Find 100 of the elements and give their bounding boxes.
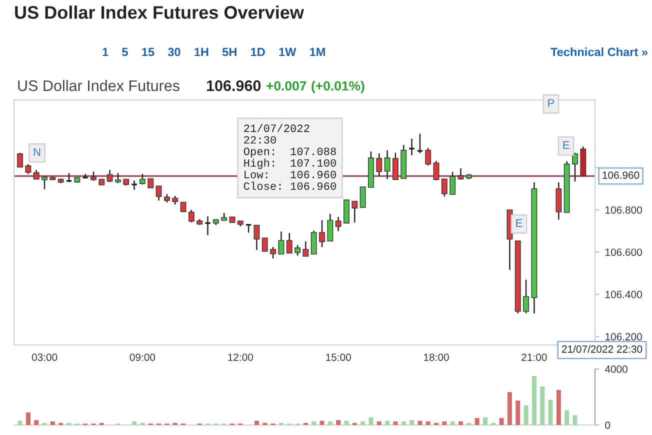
annotation: E (516, 219, 522, 227)
bar (499, 418, 504, 425)
y-tick-label: 106.600 (606, 248, 642, 256)
ref-line-label: 106.960 (602, 171, 640, 179)
y-tick-label: 106.800 (606, 206, 642, 214)
candlestick (278, 230, 284, 255)
candlestick (270, 246, 276, 260)
bar (368, 417, 374, 425)
candlestick (42, 176, 48, 190)
candlestick (408, 138, 416, 156)
text: (+0.01%) (312, 80, 364, 94)
candlestick (556, 182, 562, 220)
bar (312, 422, 316, 425)
candlestick (33, 169, 40, 180)
y-tick-label: 4000 (604, 366, 628, 373)
candlestick (441, 178, 448, 198)
candlestick (376, 152, 382, 177)
bar (18, 420, 22, 425)
bar (376, 422, 382, 425)
candlestick (392, 152, 398, 180)
bar (410, 420, 414, 425)
candlestick (352, 200, 358, 224)
candlestick (180, 202, 186, 212)
bar (254, 420, 259, 425)
candlestick (254, 224, 260, 251)
bar (458, 422, 463, 425)
candlestick (523, 279, 529, 314)
x-tick-label: 18:00 (424, 354, 449, 361)
candlestick (360, 186, 366, 208)
text: Technical Chart » (550, 48, 648, 56)
candlestick (335, 216, 342, 232)
candlestick (344, 199, 350, 224)
bar (360, 422, 366, 425)
bar (344, 420, 349, 425)
candlestick (433, 160, 440, 181)
text: 1 5 15 30 1H 5H 1D 1W 1M (102, 48, 325, 56)
bar (474, 418, 480, 425)
bar (34, 420, 39, 425)
bar (132, 422, 137, 425)
candlestick (106, 169, 113, 183)
candlestick (17, 152, 23, 168)
text: 106.960 (206, 80, 261, 92)
candlestick (286, 232, 292, 254)
annotation: E (563, 141, 570, 149)
bar (450, 422, 455, 425)
bar (442, 422, 447, 425)
candlestick (204, 216, 212, 236)
x-tick-label: 21:00 (522, 354, 547, 361)
bar (482, 417, 488, 425)
bar (426, 422, 430, 425)
candlestick (384, 150, 390, 180)
candlestick (262, 237, 268, 252)
candlestick (130, 180, 138, 190)
bar (328, 422, 332, 425)
bar (418, 420, 422, 425)
bar (401, 422, 406, 425)
chart-title: US Dollar Index Futures Overview (15, 6, 304, 19)
bar (336, 420, 341, 425)
bar (548, 400, 553, 425)
bar (532, 376, 536, 425)
bar (540, 386, 545, 425)
y-tick-label: 106.400 (606, 290, 642, 298)
x-tick-label: 03:00 (32, 354, 58, 361)
bar (393, 422, 398, 425)
bar (556, 390, 561, 425)
candlestick (450, 171, 456, 196)
y-tick-label: 0 (605, 422, 610, 429)
candlestick (572, 152, 578, 182)
bar (564, 410, 570, 425)
annotation: P (548, 99, 554, 107)
bar (50, 422, 55, 425)
candlestick (156, 185, 162, 202)
candlestick (294, 244, 300, 256)
bar (516, 400, 520, 425)
bar (26, 412, 30, 425)
text: 21/07/2022 22:30 (562, 345, 642, 353)
x-tick-label: 15:00 (326, 354, 351, 361)
candlestick (302, 240, 309, 257)
candlestick (310, 230, 317, 255)
annotation: N (34, 148, 40, 156)
y-tick-label: 106.200 (606, 333, 642, 340)
x-tick-label: 12:00 (228, 354, 254, 361)
bar (524, 405, 528, 425)
bar (385, 420, 390, 425)
annotation: 21/07/2022 22:30 Open: 107.088 High: 107.100 Low: 106.960 Close: 106.960 (244, 124, 336, 190)
candlestick (25, 164, 32, 175)
chart-subtitle: US Dollar Index Futures (18, 80, 180, 92)
candlestick (115, 172, 121, 184)
text: +0.007 (266, 81, 306, 91)
candlestick (148, 178, 154, 188)
candlestick (425, 147, 432, 166)
candlestick (188, 209, 194, 223)
candlestick (139, 173, 146, 186)
candlestick (327, 213, 334, 242)
bar (320, 420, 324, 425)
bar (572, 415, 578, 425)
x-tick-label: 09:00 (130, 354, 156, 361)
candlestick (90, 170, 96, 182)
candlestick (319, 220, 325, 248)
bar (507, 392, 512, 425)
